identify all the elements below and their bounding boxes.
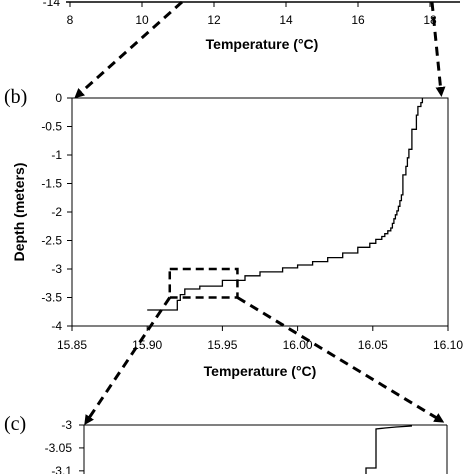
panel-b-xlabel: Temperature (°C) (204, 363, 317, 379)
panel-c-series-line (366, 426, 412, 474)
panel-b-y-tick: -3 (51, 262, 62, 276)
panel-b-y-tick: -1 (51, 148, 62, 162)
panel-c: -3 -3.05 -3.1 (45, 418, 447, 474)
panel-b-x-tick: 15.95 (207, 338, 237, 352)
panel-b-x-tick: 15.85 (57, 338, 87, 352)
panel-b-label: (b) (4, 86, 27, 108)
zoom-arrow-b-left (87, 298, 170, 422)
panel-a-x-tick: 12 (207, 13, 221, 27)
panel-b-y-tick: -4 (51, 319, 62, 333)
temperature-profile-line (147, 98, 422, 310)
panel-c-y-tick: -3.1 (51, 464, 72, 474)
panel-a: -14 8 10 12 14 16 18 Temperature (°C) (43, 0, 460, 52)
panel-a-x-tick: 14 (279, 13, 293, 27)
panel-b-y-tick: -2.5 (41, 234, 62, 248)
panel-a-x-tick: 8 (67, 13, 74, 27)
panel-a-x-tick: 16 (351, 13, 365, 27)
zoom-box (170, 269, 238, 298)
panel-b-y-tick: 0 (55, 91, 62, 105)
panel-b: 0 -0.5 -1 -1.5 -2 -2.5 -3 -3.5 -4 15.85 15.90 15.9… (11, 91, 463, 379)
panel-c-label: (c) (4, 413, 26, 435)
panel-b-y-tick: -1.5 (41, 177, 62, 191)
panel-b-plot-frame (72, 98, 448, 326)
zoom-arrow-b-right (237, 298, 440, 421)
panel-b-x-tick: 16.10 (433, 338, 463, 352)
panel-a-y-tick: -14 (43, 0, 61, 9)
panel-b-x-tick: 16.05 (358, 338, 388, 352)
panel-b-y-tick: -3.5 (41, 291, 62, 305)
panel-b-y-tick: -0.5 (41, 120, 62, 134)
panel-a-xlabel: Temperature (°C) (206, 36, 319, 52)
panel-b-y-tick: -2 (51, 205, 62, 219)
panel-b-ylabel: Depth (meters) (11, 163, 27, 262)
panel-c-y-tick: -3.05 (45, 441, 73, 455)
panel-a-x-tick: 10 (135, 13, 149, 27)
panel-b-x-tick: 15.90 (132, 338, 162, 352)
panel-c-y-tick: -3 (61, 418, 72, 432)
zoom-arrows (78, 2, 441, 421)
zoom-arrow-a-left (78, 2, 182, 95)
